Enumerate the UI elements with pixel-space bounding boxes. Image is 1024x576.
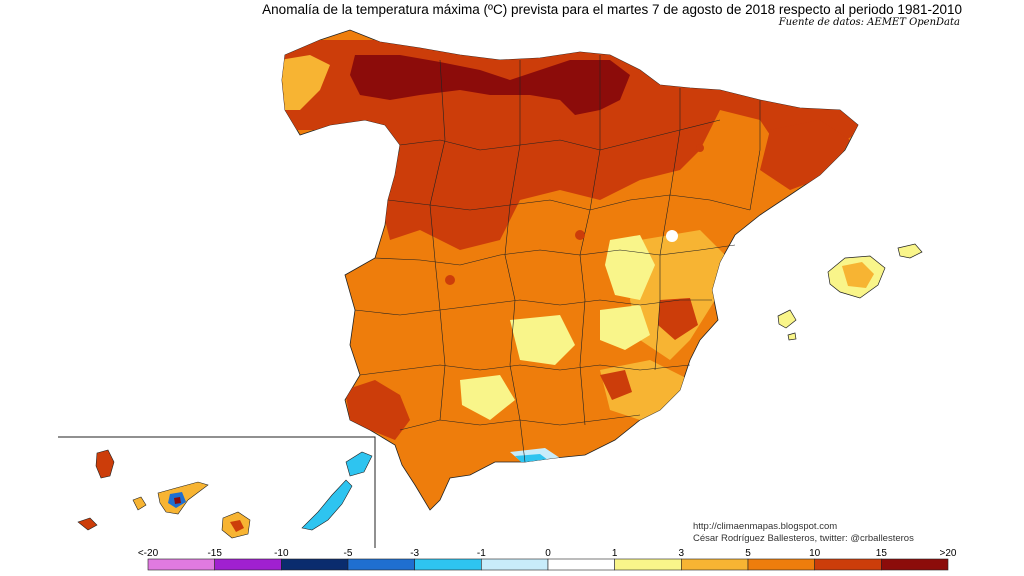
legend-swatch xyxy=(747,558,815,571)
legend-swatch xyxy=(881,558,949,571)
center-south-slight-zone xyxy=(510,315,575,365)
south-slight-zone xyxy=(460,375,515,420)
legend-label: -5 xyxy=(344,548,353,559)
legend-swatches xyxy=(147,558,949,571)
legend-label: 10 xyxy=(809,548,821,559)
legend-label: <-20 xyxy=(138,548,159,559)
balearic-islands xyxy=(777,243,923,341)
legend-swatch xyxy=(147,558,215,571)
legend-swatch xyxy=(414,558,482,571)
la-palma xyxy=(95,449,115,479)
legend-label: -3 xyxy=(410,548,419,559)
legend-swatch xyxy=(814,558,882,571)
mallorca-warm xyxy=(842,262,874,288)
formentera xyxy=(787,332,797,341)
galicia-mild-zone xyxy=(282,55,330,110)
legend-swatch xyxy=(547,558,615,571)
province-borders xyxy=(354,55,761,463)
la-gomera xyxy=(132,496,147,511)
tenerife-peak-hot xyxy=(174,497,181,504)
data-source: Fuente de datos: AEMET OpenData xyxy=(778,17,960,28)
center-slight-zone xyxy=(605,235,655,300)
gran-canaria-center xyxy=(230,520,244,532)
murcia-hot-spot xyxy=(658,298,698,340)
fuerteventura xyxy=(301,479,353,531)
inset-frame xyxy=(58,436,376,548)
legend-swatch xyxy=(481,558,549,571)
el-hierro xyxy=(77,517,98,531)
map-title: Anomalía de la temperatura máxima (ºC) p… xyxy=(262,2,962,17)
southwest-hot-zone xyxy=(345,380,410,440)
legend-label: >20 xyxy=(940,548,957,559)
north-very-hot-zone xyxy=(350,55,630,115)
credit-url: http://climaenmapas.blogspot.com xyxy=(693,521,838,532)
credit-author: César Rodríguez Ballesteros, twitter: @c… xyxy=(693,533,914,544)
legend-labels: <-20 -15 -10 -5 -3 -1 0 1 3 5 10 15 >20 xyxy=(138,548,957,559)
legend-label: 0 xyxy=(545,548,551,559)
legend-label: -10 xyxy=(274,548,289,559)
legend-swatch xyxy=(614,558,682,571)
mancha-slight-zone xyxy=(600,305,650,350)
southeast-hot-spot xyxy=(600,370,632,400)
legend-swatch xyxy=(681,558,749,571)
legend-label: 5 xyxy=(745,548,751,559)
legend-swatch xyxy=(281,558,349,571)
legend-label: -15 xyxy=(207,548,222,559)
peninsula xyxy=(281,29,859,511)
canary-islands-inset xyxy=(58,436,376,548)
legend-label: 15 xyxy=(876,548,888,559)
legend-label: 3 xyxy=(679,548,685,559)
menorca xyxy=(897,243,923,259)
east-mild-zone xyxy=(630,230,730,360)
ibiza xyxy=(777,309,797,329)
credit-block: http://climaenmapas.blogspot.com César R… xyxy=(693,521,914,545)
legend-label: 1 xyxy=(612,548,618,559)
lanzarote xyxy=(345,451,373,477)
legend-swatch xyxy=(347,558,415,571)
legend-swatch xyxy=(214,558,282,571)
legend-label: -1 xyxy=(477,548,486,559)
